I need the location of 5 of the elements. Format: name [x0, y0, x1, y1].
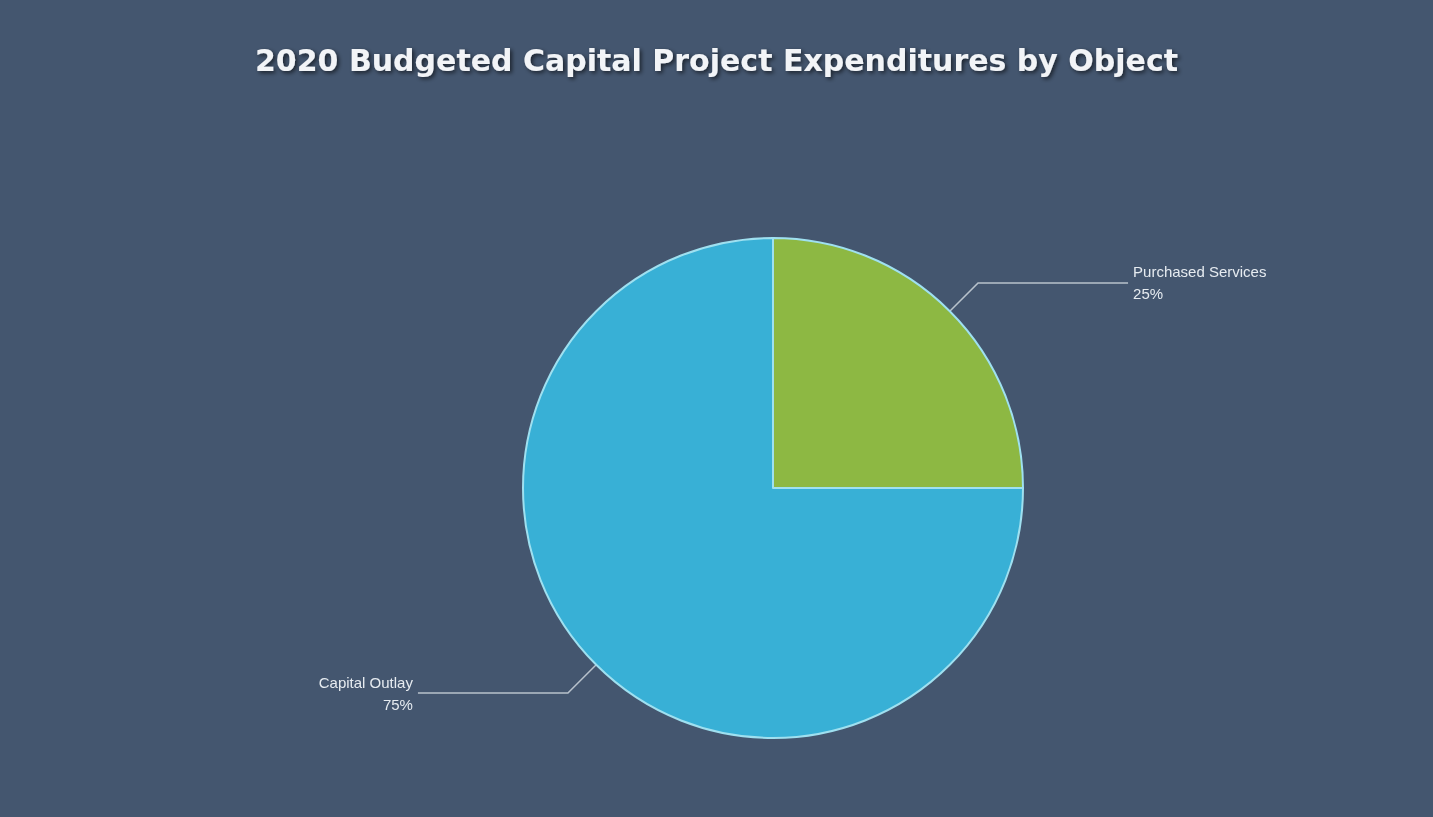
slice-label: Capital Outlay — [318, 673, 414, 691]
chart-title: 2020 Budgeted Capital Project Expenditures by Object — [254, 42, 1179, 78]
data-label: 75% — [382, 695, 413, 713]
slice-label: Purchased Services — [1133, 263, 1267, 281]
data-label: 25% — [1133, 285, 1164, 303]
